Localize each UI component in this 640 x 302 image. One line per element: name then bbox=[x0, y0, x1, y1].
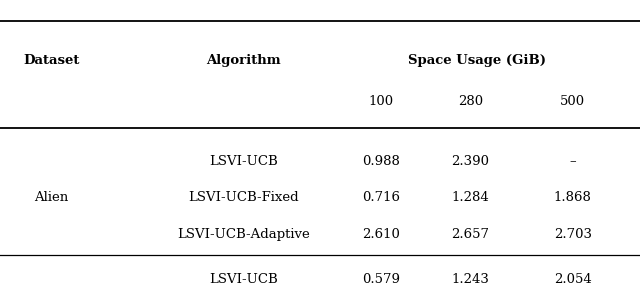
Text: 1.243: 1.243 bbox=[451, 273, 490, 286]
Text: 2.657: 2.657 bbox=[451, 227, 490, 241]
Text: LSVI-UCB: LSVI-UCB bbox=[209, 273, 278, 286]
Text: 2.703: 2.703 bbox=[554, 227, 592, 241]
Text: 500: 500 bbox=[560, 95, 586, 108]
Text: 0.579: 0.579 bbox=[362, 273, 400, 286]
Text: 2.054: 2.054 bbox=[554, 273, 591, 286]
Text: 0.988: 0.988 bbox=[362, 155, 400, 168]
Text: 2.610: 2.610 bbox=[362, 227, 400, 241]
Text: 100: 100 bbox=[368, 95, 394, 108]
Text: Alien: Alien bbox=[34, 191, 68, 204]
Text: –: – bbox=[570, 155, 576, 168]
Text: Dataset: Dataset bbox=[23, 54, 79, 67]
Text: 0.716: 0.716 bbox=[362, 191, 400, 204]
Text: 2.390: 2.390 bbox=[451, 155, 490, 168]
Text: LSVI-UCB: LSVI-UCB bbox=[209, 155, 278, 168]
Text: LSVI-UCB-Adaptive: LSVI-UCB-Adaptive bbox=[177, 227, 310, 241]
Text: Algorithm: Algorithm bbox=[206, 54, 280, 67]
Text: Space Usage (GiB): Space Usage (GiB) bbox=[408, 54, 546, 67]
Text: LSVI-UCB-Fixed: LSVI-UCB-Fixed bbox=[188, 191, 298, 204]
Text: 1.284: 1.284 bbox=[452, 191, 489, 204]
Text: 280: 280 bbox=[458, 95, 483, 108]
Text: 1.868: 1.868 bbox=[554, 191, 592, 204]
